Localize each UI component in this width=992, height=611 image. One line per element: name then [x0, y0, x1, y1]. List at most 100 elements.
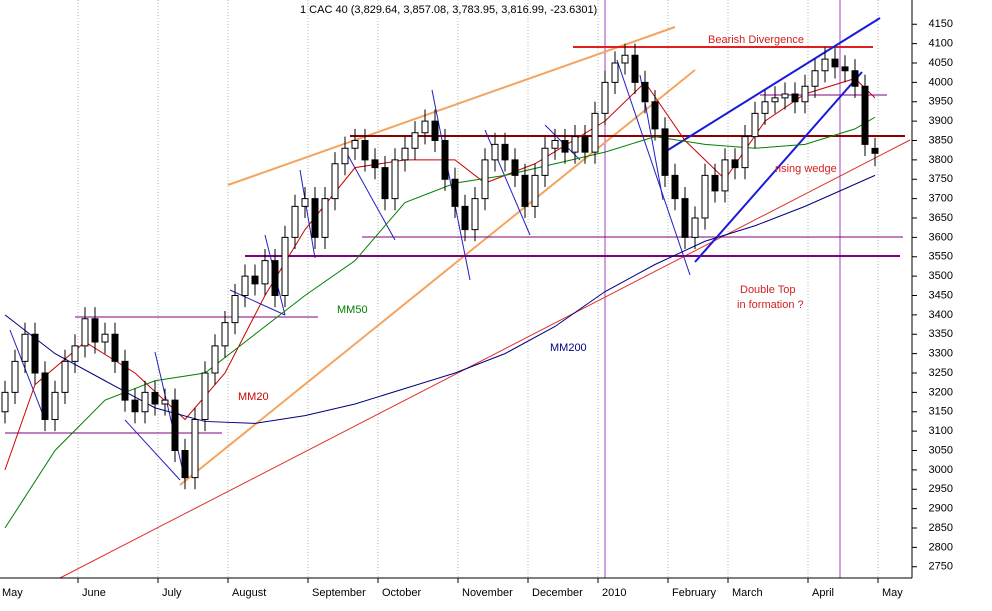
y-tick-label: 4150: [929, 18, 953, 30]
candle-body: [871, 147, 879, 154]
candle-body: [551, 140, 559, 149]
indicator-label: MM20: [238, 391, 269, 403]
candle-body: [121, 360, 129, 401]
y-tick-label: 3600: [929, 231, 953, 243]
candle-body: [471, 198, 479, 231]
candle-body: [401, 147, 409, 161]
y-tick-label: 3000: [929, 464, 953, 476]
y-tick-label: 3150: [929, 406, 953, 418]
chart-title: 1 CAC 40 (3,829.64, 3,857.08, 3,783.95, …: [300, 4, 597, 16]
candle-body: [391, 159, 399, 200]
candle-body: [81, 318, 89, 347]
candle-body: [311, 198, 319, 238]
candle-body: [431, 120, 439, 141]
candle-body: [21, 333, 29, 362]
y-tick-label: 3700: [929, 193, 953, 205]
candle-body: [571, 136, 579, 153]
annotation: in formation ?: [737, 299, 804, 311]
candle-body: [91, 318, 99, 343]
candle-body: [701, 174, 709, 219]
candle-body: [661, 128, 669, 176]
x-tick-label: February: [672, 587, 717, 599]
candle-body: [321, 198, 329, 238]
y-tick-label: 3350: [929, 328, 953, 340]
candle-body: [731, 159, 739, 169]
trend-line: [59, 139, 911, 579]
wedge-line: [667, 17, 881, 151]
y-tick-label: 3800: [929, 154, 953, 166]
x-tick-label: November: [462, 587, 513, 599]
candle-body: [541, 147, 549, 176]
candle-body: [851, 70, 859, 87]
candle-body: [861, 85, 869, 145]
candle-body: [451, 178, 459, 207]
candle-body: [681, 198, 689, 238]
candle-body: [111, 333, 119, 362]
candle-body: [811, 70, 819, 87]
y-tick-label: 2750: [929, 561, 953, 573]
candle-body: [651, 101, 659, 130]
trend-line: [227, 26, 676, 186]
y-tick-label: 3050: [929, 444, 953, 456]
annotation: Bearish Divergence: [708, 34, 804, 46]
candle-body: [621, 54, 629, 64]
month-grid: [77, 0, 879, 578]
x-tick-label: May: [882, 587, 903, 599]
candle-body: [351, 140, 359, 149]
x-tick-label: December: [532, 587, 583, 599]
y-tick-label: 2900: [929, 503, 953, 515]
moving-average: [4, 77, 876, 471]
candle-body: [751, 112, 759, 138]
candle-body: [1, 391, 9, 413]
annotation: rising wedge: [775, 163, 837, 175]
candle-body: [51, 391, 59, 420]
candle-body: [331, 163, 339, 200]
candle-body: [181, 450, 189, 479]
candle-body: [381, 167, 389, 200]
wedge-line: [694, 71, 863, 263]
x-tick-label: April: [812, 587, 834, 599]
candle-body: [231, 295, 239, 324]
candle-body: [531, 174, 539, 207]
annotation: Double Top: [740, 284, 795, 296]
candle-body: [771, 97, 779, 103]
trend-line: [179, 69, 696, 486]
candle-body: [461, 205, 469, 231]
candle-body: [31, 333, 39, 374]
candle-body: [211, 345, 219, 374]
candle-body: [161, 399, 169, 405]
candle-body: [411, 132, 419, 149]
trend-lines: [5, 0, 911, 579]
candle-body: [831, 58, 839, 68]
candle-body: [691, 217, 699, 238]
plot-area: [1, 43, 879, 529]
candle-body: [341, 147, 349, 165]
candle-body: [171, 399, 179, 451]
candle-body: [261, 260, 269, 285]
candle-body: [101, 333, 109, 343]
candle-body: [191, 419, 199, 479]
indicator-label: MM200: [550, 342, 587, 354]
candle-body: [581, 136, 589, 153]
y-tick-label: 4050: [929, 57, 953, 69]
y-tick-label: 3200: [929, 386, 953, 398]
candle-body: [361, 140, 369, 161]
candle-body: [301, 198, 309, 207]
candle-body: [611, 62, 619, 83]
candle-body: [761, 101, 769, 114]
candle-body: [781, 93, 789, 99]
candle-body: [251, 275, 259, 285]
candle-body: [151, 391, 159, 405]
candle-body: [201, 372, 209, 420]
candle-body: [511, 159, 519, 176]
x-tick-label: March: [732, 587, 763, 599]
candle-body: [481, 159, 489, 200]
indicator-label: MM50: [337, 304, 368, 316]
y-tick-label: 4100: [929, 38, 953, 50]
candle-body: [631, 54, 639, 83]
y-tick-label: 3950: [929, 96, 953, 108]
candle-body: [801, 85, 809, 103]
candle-body: [501, 143, 509, 161]
